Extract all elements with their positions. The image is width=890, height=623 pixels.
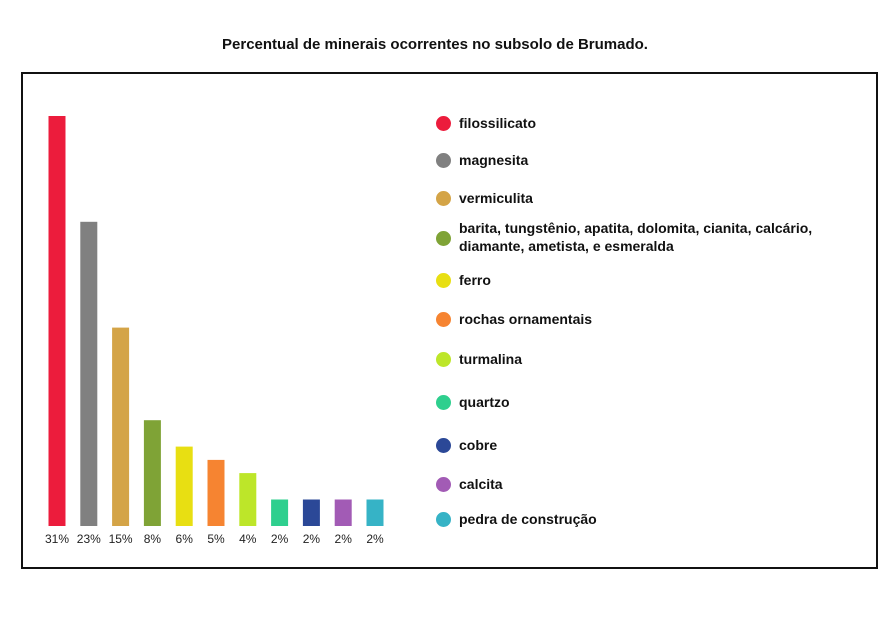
legend-swatch: [436, 231, 451, 246]
bar-value-label-4: 8%: [144, 532, 162, 546]
legend-swatch: [436, 273, 451, 288]
bar-3: [112, 327, 130, 526]
bar-5: [175, 446, 193, 526]
legend-swatch: [436, 116, 451, 131]
legend-label: pedra de construção: [459, 511, 597, 527]
legend-item: filossilicato: [436, 114, 874, 132]
legend-label: cobre: [459, 437, 498, 453]
chart-title: Percentual de minerais ocorrentes no sub…: [222, 36, 648, 53]
legend-swatch: [436, 477, 451, 492]
bar-value-label-5: 6%: [176, 532, 194, 546]
legend-item: ferro: [436, 271, 874, 289]
legend-label: vermiculita: [459, 190, 533, 206]
bar-value-label-3: 15%: [109, 532, 133, 546]
legend-label: rochas ornamentais: [459, 311, 593, 327]
bar-value-label-6: 5%: [207, 532, 225, 546]
bar-value-label-7: 4%: [239, 532, 257, 546]
bar-7: [239, 473, 257, 526]
chart-frame: 31% 23% 15% 8% 6% 5% 4% 2% 2% 2% 2% filossilicato m…: [21, 72, 878, 569]
legend-swatch: [436, 191, 451, 206]
legend-item: rochas ornamentais: [436, 310, 874, 328]
bar-value-label-11: 2%: [366, 532, 384, 546]
bar-value-label-10: 2%: [335, 532, 353, 546]
legend-swatch: [436, 438, 451, 453]
legend-item: magnesita: [436, 151, 874, 169]
legend-item: calcita: [436, 475, 874, 493]
legend-item: barita, tungstênio, apatita, dolomita, c…: [436, 219, 874, 255]
legend-swatch: [436, 395, 451, 410]
legend-swatch: [436, 312, 451, 327]
legend-label: magnesita: [459, 152, 529, 168]
bar-9: [302, 499, 320, 526]
bar-11: [366, 499, 384, 526]
legend-swatch: [436, 512, 451, 527]
bar-value-label-2: 23%: [77, 532, 101, 546]
legend-label: barita, tungstênio, apatita, dolomita, c…: [459, 220, 813, 254]
bar-value-label-8: 2%: [271, 532, 289, 546]
legend-item: cobre: [436, 436, 874, 454]
bar-6: [207, 459, 225, 526]
bar-value-label-9: 2%: [303, 532, 321, 546]
bar-chart: 31% 23% 15% 8% 6% 5% 4% 2% 2% 2% 2%: [45, 116, 384, 546]
legend-item: vermiculita: [436, 189, 874, 207]
bar-8: [271, 499, 289, 526]
bar-1: [48, 116, 66, 526]
bar-10: [334, 499, 352, 526]
bar-4: [143, 420, 161, 526]
bar-2: [80, 221, 98, 527]
legend-item: quartzo: [436, 393, 874, 411]
legend-label: calcita: [459, 476, 503, 492]
legend-label: quartzo: [459, 394, 510, 410]
bar-value-label-1: 31%: [45, 532, 69, 546]
legend-label: filossilicato: [459, 115, 537, 131]
legend-label: turmalina: [459, 351, 523, 367]
legend-label: ferro: [459, 272, 491, 288]
legend-item: pedra de construção: [436, 510, 874, 528]
legend-swatch: [436, 352, 451, 367]
legend-item: turmalina: [436, 350, 874, 368]
legend-swatch: [436, 153, 451, 168]
